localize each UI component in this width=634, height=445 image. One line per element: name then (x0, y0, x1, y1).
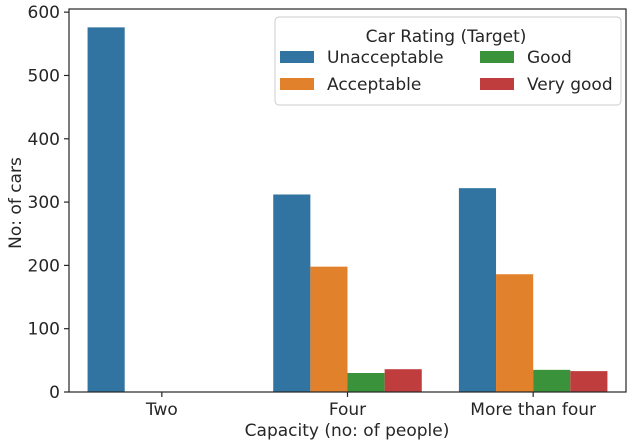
y-tick-label: 0 (49, 383, 60, 403)
x-tick-label: More than four (470, 400, 596, 420)
legend-label-acceptable: Acceptable (327, 75, 421, 95)
bar-very-good-four (385, 369, 422, 392)
y-tick-label: 100 (28, 320, 60, 340)
bar-unacceptable-more-than-four (459, 188, 496, 392)
y-tick-label: 500 (28, 66, 60, 86)
x-tick-label: Two (145, 400, 178, 420)
y-axis-label: No: of cars (6, 157, 26, 249)
legend-title: Car Rating (Target) (366, 27, 527, 47)
legend: Car Rating (Target) Unacceptable Acceptab… (275, 17, 621, 105)
legend-label-unacceptable: Unacceptable (327, 48, 444, 68)
legend-label-good: Good (527, 48, 572, 68)
x-tick-label: Four (329, 400, 366, 420)
legend-swatch-unacceptable (280, 51, 314, 63)
bar-unacceptable-four (273, 194, 310, 392)
y-tick-label: 200 (28, 256, 60, 276)
bar-very-good-more-than-four (570, 371, 607, 392)
legend-label-very-good: Very good (527, 75, 613, 95)
legend-swatch-very-good (480, 78, 514, 90)
bar-good-more-than-four (533, 370, 570, 392)
x-axis-label: Capacity (no: of people) (245, 421, 450, 441)
legend-swatch-acceptable (280, 78, 314, 90)
bar-good-four (348, 373, 385, 392)
bar-acceptable-four (310, 267, 347, 392)
y-tick-label: 400 (28, 130, 60, 150)
y-tick-label: 300 (28, 193, 60, 213)
bar-unacceptable-two (88, 27, 125, 392)
bar-acceptable-more-than-four (496, 274, 533, 392)
y-tick-label: 600 (28, 3, 60, 23)
legend-swatch-good (480, 51, 514, 63)
